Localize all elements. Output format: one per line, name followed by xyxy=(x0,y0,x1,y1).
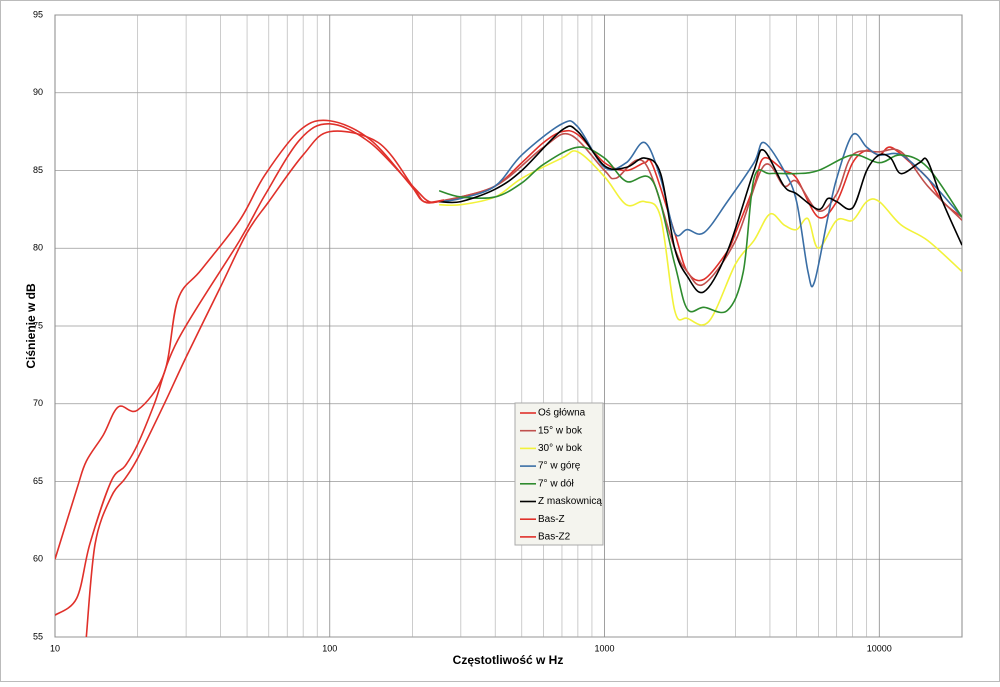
series-line xyxy=(55,123,444,616)
series-line xyxy=(55,119,444,560)
y-tick-label: 70 xyxy=(33,398,43,408)
series-line xyxy=(439,150,962,326)
x-tick-label: 100 xyxy=(322,643,337,653)
series-line xyxy=(438,120,962,288)
legend-label: 30° w bok xyxy=(538,443,583,454)
series-line xyxy=(438,146,962,314)
y-tick-label: 90 xyxy=(33,87,43,97)
y-tick-label: 65 xyxy=(33,476,43,486)
series-line xyxy=(85,129,962,637)
series-line xyxy=(439,125,962,294)
y-tick-label: 60 xyxy=(33,554,43,564)
legend-label: Bas-Z xyxy=(538,514,565,525)
y-tick-label: 75 xyxy=(33,320,43,330)
x-axis-title: Częstotliwość w Hz xyxy=(453,653,564,667)
legend xyxy=(514,402,604,546)
legend-label: 7° w dół xyxy=(538,478,574,489)
x-tick-label: 10 xyxy=(50,643,60,653)
y-tick-label: 80 xyxy=(33,243,43,253)
legend-label: Z maskownicą xyxy=(538,496,602,507)
legend-label: 7° w górę xyxy=(538,461,581,472)
x-tick-label: 10000 xyxy=(867,643,892,653)
legend-label: Oś główna xyxy=(538,408,586,419)
y-tick-label: 85 xyxy=(33,165,43,175)
y-tick-label: 55 xyxy=(33,631,43,641)
series-line xyxy=(438,133,962,287)
y-tick-label: 95 xyxy=(33,9,43,19)
y-axis-title: Ciśnienie w dB xyxy=(24,283,38,369)
x-tick-label: 1000 xyxy=(595,643,615,653)
legend-label: 15° w bok xyxy=(538,425,583,436)
legend-label: Bas-Z2 xyxy=(538,532,571,543)
